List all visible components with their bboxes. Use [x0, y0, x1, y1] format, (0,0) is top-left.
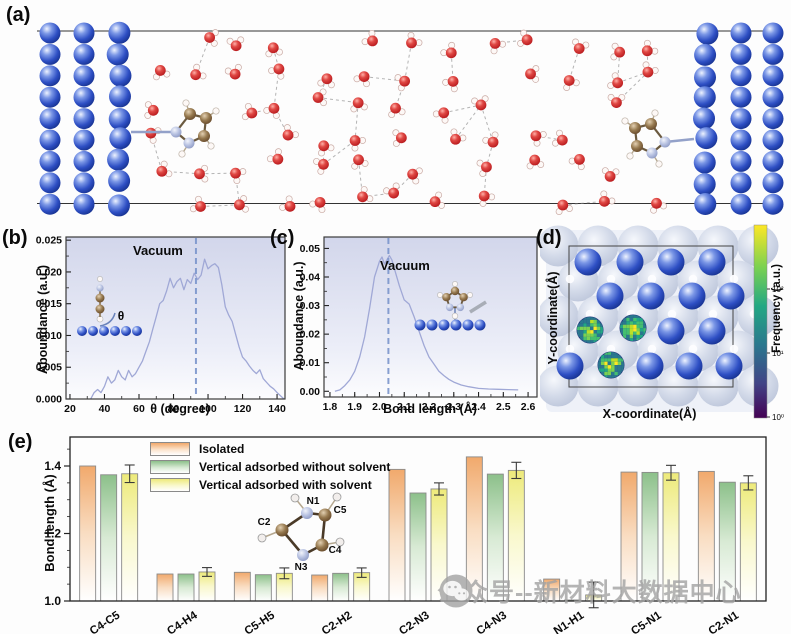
svg-text:100: 100: [199, 403, 217, 415]
svg-text:C2: C2: [258, 517, 271, 528]
legend-item-with-solvent: Vertical adsorbed with solvent: [150, 477, 390, 493]
svg-text:C5-H5: C5-H5: [243, 609, 278, 634]
panel-b-ylabel: Aboundance (a.u.): [36, 264, 50, 375]
svg-text:C4-C5: C4-C5: [88, 609, 123, 634]
svg-text:N3: N3: [295, 562, 308, 573]
panel-c-bondlength-distribution-plot: 1.8 1.9 2.0 2.1 2.2 2.3 2.4 2.5 2.6 0.00 0.01 0.02 0…: [300, 236, 538, 413]
svg-text:1.8: 1.8: [323, 401, 338, 413]
svg-text:140: 140: [268, 403, 286, 415]
svg-text:C4-H4: C4-H4: [165, 609, 200, 634]
panel-d-label: (d): [536, 227, 562, 249]
svg-text:10⁰: 10⁰: [772, 413, 784, 422]
svg-text:1.9: 1.9: [347, 401, 362, 413]
svg-text:0.000: 0.000: [36, 394, 62, 406]
svg-text:C5-N1: C5-N1: [629, 609, 664, 634]
svg-text:C2-N1: C2-N1: [707, 609, 742, 634]
panel-b-angle-distribution-plot: 20 40 60 80 100 120 140 0.000 0.005 0.010 0.015 0.0…: [36, 235, 286, 415]
svg-text:0.01: 0.01: [300, 357, 321, 369]
svg-text:0.005: 0.005: [36, 362, 62, 374]
svg-text:2.0: 2.0: [372, 401, 387, 413]
panel-b-xlabel: θ (degree): [150, 402, 210, 416]
panel-d-ylabel: Y-coordinate(Å): [546, 271, 560, 365]
legend-label-with-solvent: Vertical adsorbed with solvent: [199, 478, 372, 492]
panel-b-label: (b): [2, 227, 28, 249]
svg-text:N1: N1: [307, 496, 320, 507]
svg-text:0.02: 0.02: [300, 329, 321, 341]
legend-item-isolated: Isolated: [150, 441, 390, 457]
svg-text:2.1: 2.1: [397, 401, 412, 413]
panel-c-xlabel: Bond length (Å): [383, 402, 477, 416]
legend-label-without-solvent: Vertical adsorbed without solvent: [199, 460, 391, 474]
svg-text:2.5: 2.5: [496, 401, 511, 413]
svg-text:0.010: 0.010: [36, 330, 62, 342]
panel-e-ylabel: Bond length (Å): [42, 474, 57, 572]
legend-label-isolated: Isolated: [199, 442, 245, 456]
svg-text:1.4: 1.4: [44, 459, 61, 473]
legend-item-without-solvent: Vertical adsorbed without solvent: [150, 459, 390, 475]
panel-c-ylabel: Aboundance (a.u.): [292, 261, 306, 371]
panel-e-label: (e): [8, 431, 33, 453]
svg-text:0.03: 0.03: [300, 300, 321, 312]
legend-swatch-without-solvent: [150, 460, 190, 474]
legend-swatch-isolated: [150, 442, 190, 456]
svg-text:2.4: 2.4: [471, 401, 486, 413]
panel-a-simulation-snapshot: [37, 21, 784, 217]
panel-d-colorbar-label: Frequency (a.u.): [771, 264, 783, 353]
panel-c-vacuum-annotation: Vacuum: [380, 258, 430, 273]
svg-text:0.025: 0.025: [36, 235, 62, 247]
panel-e-bondlength-bar-chart: C4-C5 C4-H4 C5-H5 C2-H2 C2-N3 C4-N3 N1-H1 C5-N1…: [44, 436, 767, 634]
svg-text:C5: C5: [334, 505, 347, 516]
svg-text:60: 60: [133, 403, 145, 415]
svg-text:120: 120: [234, 403, 252, 415]
panel-b-vacuum-annotation: Vacuum: [133, 243, 183, 258]
panel-a-label: (a): [6, 4, 31, 26]
svg-text:0.015: 0.015: [36, 298, 62, 310]
svg-text:0.04: 0.04: [300, 272, 321, 284]
svg-text:40: 40: [99, 403, 111, 415]
svg-text:0.05: 0.05: [300, 243, 321, 255]
panel-c-label: (c): [270, 227, 295, 249]
svg-text:N1-H1: N1-H1: [552, 609, 587, 634]
svg-text:10¹: 10¹: [772, 349, 784, 358]
svg-text:2.6: 2.6: [521, 401, 536, 413]
svg-text:1.0: 1.0: [44, 594, 61, 608]
svg-text:2.2: 2.2: [422, 401, 437, 413]
panel-e-legend: Isolated Vertical adsorbed without solve…: [150, 441, 390, 493]
svg-text:C4: C4: [329, 545, 342, 556]
svg-text:θ: θ: [118, 309, 125, 323]
svg-text:2.3: 2.3: [446, 401, 461, 413]
svg-text:C2-H2: C2-H2: [320, 609, 354, 634]
svg-text:80: 80: [168, 403, 180, 415]
svg-text:10²: 10²: [772, 285, 784, 294]
svg-text:C4-N3: C4-N3: [475, 609, 509, 634]
svg-text:0.00: 0.00: [300, 386, 321, 398]
panel-d-frequency-map: 10² 10¹ 10⁰: [540, 224, 784, 422]
panel-d-xlabel: X-coordinate(Å): [602, 407, 697, 421]
legend-swatch-with-solvent: [150, 478, 190, 492]
svg-text:1.2: 1.2: [44, 527, 61, 541]
svg-text:C2-N3: C2-N3: [397, 609, 431, 634]
svg-text:0.020: 0.020: [36, 266, 62, 278]
svg-text:20: 20: [64, 403, 76, 415]
